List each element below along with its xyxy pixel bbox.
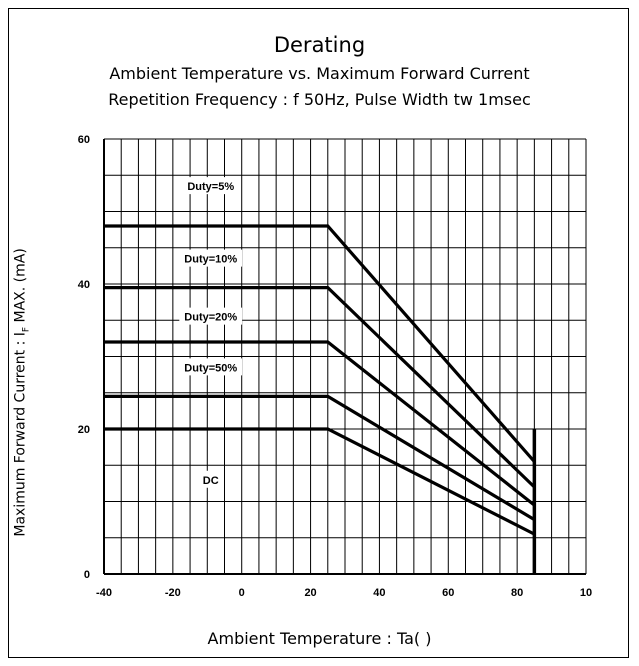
x-tick-label: -20 [165, 587, 181, 599]
y-tick-label: 20 [78, 424, 90, 436]
series-label-bg [179, 307, 243, 325]
x-tick-label: 20 [304, 587, 316, 599]
series-line [104, 340, 536, 507]
y-tick-label: 0 [84, 569, 90, 581]
y-tick-label: 60 [78, 134, 90, 146]
y-tick-label: 40 [78, 279, 90, 291]
series-line [104, 394, 536, 521]
series-line [104, 224, 536, 463]
series-label-bg [199, 470, 223, 488]
x-tick-label: -40 [96, 587, 112, 599]
x-tick-label: 40 [373, 587, 385, 599]
chart-condition: Repetition Frequency : f 50Hz, Pulse Wid… [108, 90, 531, 109]
series-label: Duty=10% [184, 254, 237, 266]
series-label-bg [179, 358, 243, 376]
series-label: Duty=20% [184, 312, 237, 324]
series-label: Duty=50% [184, 362, 237, 374]
x-tick-label: 60 [442, 587, 454, 599]
x-tick-label: 10 [580, 587, 592, 599]
chart-frame [8, 8, 629, 658]
chart-subtitle: Ambient Temperature vs. Maximum Forward … [109, 64, 530, 83]
series-label: DC [203, 475, 219, 487]
series-label: Duty=5% [187, 181, 234, 193]
series-label-bg [182, 177, 239, 195]
series-line [104, 286, 536, 489]
x-axis-label: Ambient Temperature : Ta( ) [207, 629, 432, 648]
x-tick-label: 0 [239, 587, 245, 599]
x-tick-label: 80 [511, 587, 523, 599]
series-label-bg [179, 249, 243, 267]
chart-title: Derating [273, 33, 366, 57]
series-line [104, 427, 536, 536]
